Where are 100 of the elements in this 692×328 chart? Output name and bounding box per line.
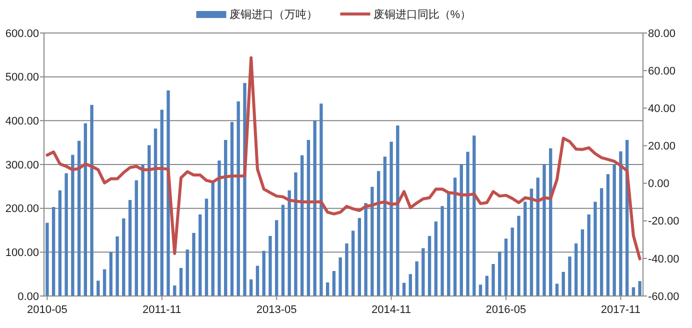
bar — [218, 160, 221, 296]
bar — [313, 120, 316, 296]
y2-tick-label: 40.00 — [648, 102, 676, 115]
bar — [179, 268, 183, 296]
bar — [396, 125, 400, 296]
bar — [116, 236, 119, 296]
bar — [530, 188, 534, 296]
bar — [498, 252, 502, 296]
bar — [536, 178, 540, 296]
bar — [580, 229, 584, 296]
bar — [332, 271, 336, 296]
y-tick-label: 200.00 — [5, 203, 39, 216]
y-tick-label: 100.00 — [5, 247, 39, 260]
bar — [58, 190, 62, 296]
bar — [141, 164, 144, 296]
bar — [460, 164, 463, 296]
bar — [250, 279, 253, 296]
y2-tick-label: 80.00 — [648, 28, 676, 40]
bar — [555, 284, 559, 296]
legend-label: 废铜进口同比（%） — [373, 8, 472, 21]
bar — [198, 214, 202, 296]
x-tick-label: 2013-05 — [256, 304, 297, 316]
y2-tick-label: 20.00 — [648, 140, 676, 153]
bar — [542, 164, 546, 296]
bar — [148, 145, 151, 296]
bar — [154, 128, 158, 296]
bar — [351, 230, 355, 296]
bar — [173, 285, 176, 296]
bar — [134, 180, 138, 296]
bar — [466, 152, 470, 296]
bar — [485, 276, 488, 296]
bar — [383, 156, 387, 296]
bar — [224, 140, 228, 296]
bar — [478, 284, 482, 296]
bar — [364, 203, 368, 296]
x-tick-label: 2010-05 — [27, 304, 68, 316]
bar — [606, 174, 610, 296]
bar — [638, 281, 642, 296]
bar — [338, 257, 342, 296]
bar — [453, 178, 457, 296]
bar — [46, 222, 49, 296]
y-tick-label: 400.00 — [5, 116, 39, 128]
bar — [294, 172, 298, 296]
bar — [122, 218, 126, 296]
bar — [408, 274, 412, 296]
bar — [587, 214, 590, 296]
bar — [71, 154, 74, 296]
bar — [390, 142, 393, 296]
bar — [504, 238, 508, 296]
bar — [236, 101, 240, 296]
y2-tick-label: -60.00 — [648, 290, 680, 303]
bar — [186, 250, 189, 296]
x-tick-label: 2014-11 — [372, 304, 412, 316]
bar — [204, 198, 208, 296]
bar — [306, 140, 310, 296]
bar — [64, 173, 68, 296]
bar — [84, 123, 88, 296]
bar — [447, 192, 450, 296]
y2-tick-label: -40.00 — [648, 253, 680, 266]
bar — [230, 122, 234, 296]
bar — [415, 261, 418, 296]
bar — [472, 136, 476, 296]
bar — [102, 269, 106, 296]
bar — [77, 140, 81, 296]
x-tick-label: 2011-11 — [142, 304, 182, 316]
bar — [288, 190, 291, 296]
bar — [428, 236, 432, 296]
bar — [262, 250, 266, 296]
bar — [211, 181, 214, 296]
bar — [320, 104, 323, 296]
bar — [574, 243, 578, 296]
bar — [562, 272, 565, 296]
bar — [632, 287, 636, 296]
bar — [345, 243, 348, 296]
y-tick-label: 600.00 — [5, 28, 39, 40]
bar — [568, 256, 572, 296]
bar — [440, 206, 444, 296]
bar — [370, 186, 374, 296]
bar — [376, 171, 380, 296]
bar — [256, 266, 260, 296]
bar — [549, 148, 552, 296]
x-tick-label: 2016-05 — [486, 304, 526, 316]
bar — [612, 164, 616, 296]
bar — [90, 104, 94, 296]
bar — [268, 236, 272, 296]
bar — [600, 188, 604, 296]
bar — [492, 264, 495, 296]
bar — [326, 282, 330, 296]
bar — [96, 280, 100, 296]
bar — [52, 207, 56, 296]
y2-tick-label: -20.00 — [648, 216, 680, 228]
legend-label: 废铜进口（万吨） — [229, 8, 318, 21]
x-tick-label: 2017-11 — [600, 304, 640, 316]
y-tick-label: 500.00 — [5, 72, 39, 84]
bar — [281, 204, 285, 296]
bar — [434, 221, 438, 296]
y-tick-label: 0.00 — [18, 290, 39, 303]
bar — [517, 216, 520, 296]
bar — [619, 151, 622, 296]
bar — [300, 155, 304, 296]
